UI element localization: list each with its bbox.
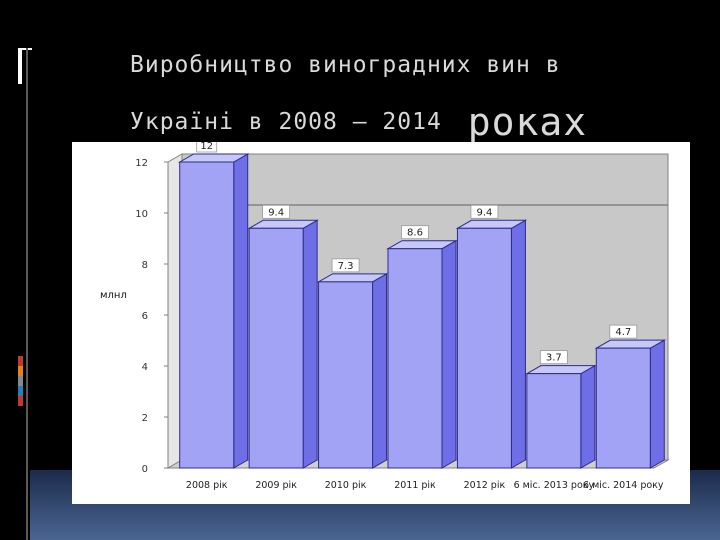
accent-mark bbox=[18, 386, 23, 396]
y-axis-title: млнл bbox=[100, 290, 127, 301]
slide-title-line1: Виробництво виноградних вин в bbox=[130, 52, 561, 78]
bar-front bbox=[179, 161, 235, 469]
data-label: 3.7 bbox=[546, 353, 562, 364]
bar-side bbox=[580, 364, 596, 469]
bar-side bbox=[649, 339, 665, 469]
x-tick-label: 6 міс. 2014 року bbox=[583, 480, 664, 491]
data-label-box bbox=[401, 225, 429, 240]
slide-title-line2-text: Україні в 2008 – 2014 bbox=[130, 109, 442, 135]
bar-front bbox=[526, 373, 582, 469]
bar-side bbox=[302, 219, 318, 469]
y-tick-label: 10 bbox=[135, 209, 148, 220]
decorative-vertical-line bbox=[26, 48, 28, 540]
x-tick-label: 6 міс. 2013 року bbox=[514, 480, 595, 491]
accent-mark bbox=[18, 396, 23, 406]
chart-bars bbox=[177, 153, 667, 469]
bar-side bbox=[510, 219, 526, 469]
y-tick-label: 8 bbox=[142, 260, 148, 271]
x-tick-label: 2010 рік bbox=[325, 480, 367, 491]
data-label-box bbox=[470, 204, 499, 219]
bar bbox=[316, 272, 389, 469]
data-label-box bbox=[262, 204, 291, 219]
accent-mark bbox=[18, 356, 23, 366]
bar-side bbox=[441, 239, 457, 469]
accent-mark bbox=[18, 376, 23, 386]
x-tick-label: 2008 рік bbox=[186, 480, 228, 491]
bar-chart: 0 2 4 6 8 10 12 млнл 12 2008 рік 9.4 2009 рік 7.3 20… bbox=[100, 138, 670, 491]
bar bbox=[455, 219, 528, 469]
slide-title-line2: Україні в 2008 – 2014 роках bbox=[130, 94, 690, 144]
data-label: 4.7 bbox=[615, 327, 631, 338]
bar bbox=[247, 219, 320, 469]
bar bbox=[524, 364, 597, 469]
decorative-bar bbox=[18, 48, 22, 84]
bar-front bbox=[248, 227, 304, 469]
data-label: 7.3 bbox=[338, 261, 354, 272]
data-label-box bbox=[539, 350, 568, 365]
data-label-box bbox=[331, 258, 360, 273]
x-tick-label: 2012 рік bbox=[464, 480, 506, 491]
x-tick-label: 2009 рік bbox=[255, 480, 297, 491]
slide-title-years-word: роках bbox=[467, 100, 588, 144]
bar-front bbox=[595, 347, 651, 469]
bar bbox=[177, 153, 250, 469]
data-label: 12 bbox=[200, 142, 213, 152]
data-label: 8.6 bbox=[407, 228, 423, 239]
y-tick-label: 6 bbox=[142, 311, 148, 322]
bar-side bbox=[233, 153, 249, 469]
bar bbox=[594, 339, 667, 469]
chart-panel: 0 2 4 6 8 10 12 млнл 12 2008 рік 9.4 2009 рік 7.3 20… bbox=[72, 138, 690, 504]
decorative-bar-top bbox=[18, 48, 32, 50]
accent-mark bbox=[18, 366, 23, 376]
data-label: 9.4 bbox=[476, 207, 492, 218]
y-tick-label: 2 bbox=[142, 413, 148, 424]
data-label: 9.4 bbox=[268, 207, 284, 218]
y-tick-label: 4 bbox=[142, 362, 148, 373]
y-tick-label: 12 bbox=[135, 158, 148, 169]
bar-front bbox=[318, 281, 374, 469]
bar bbox=[386, 239, 458, 469]
data-label-box bbox=[609, 324, 638, 339]
bar-front bbox=[456, 227, 512, 469]
x-tick-label: 2011 рік bbox=[394, 480, 436, 491]
bar-side bbox=[372, 272, 388, 469]
bar-front bbox=[387, 248, 443, 469]
y-tick-label: 0 bbox=[142, 464, 148, 475]
chart-labels: млнл 12 2008 рік 9.4 2009 рік 7.3 2010 рік 8.6 2… bbox=[100, 138, 664, 491]
